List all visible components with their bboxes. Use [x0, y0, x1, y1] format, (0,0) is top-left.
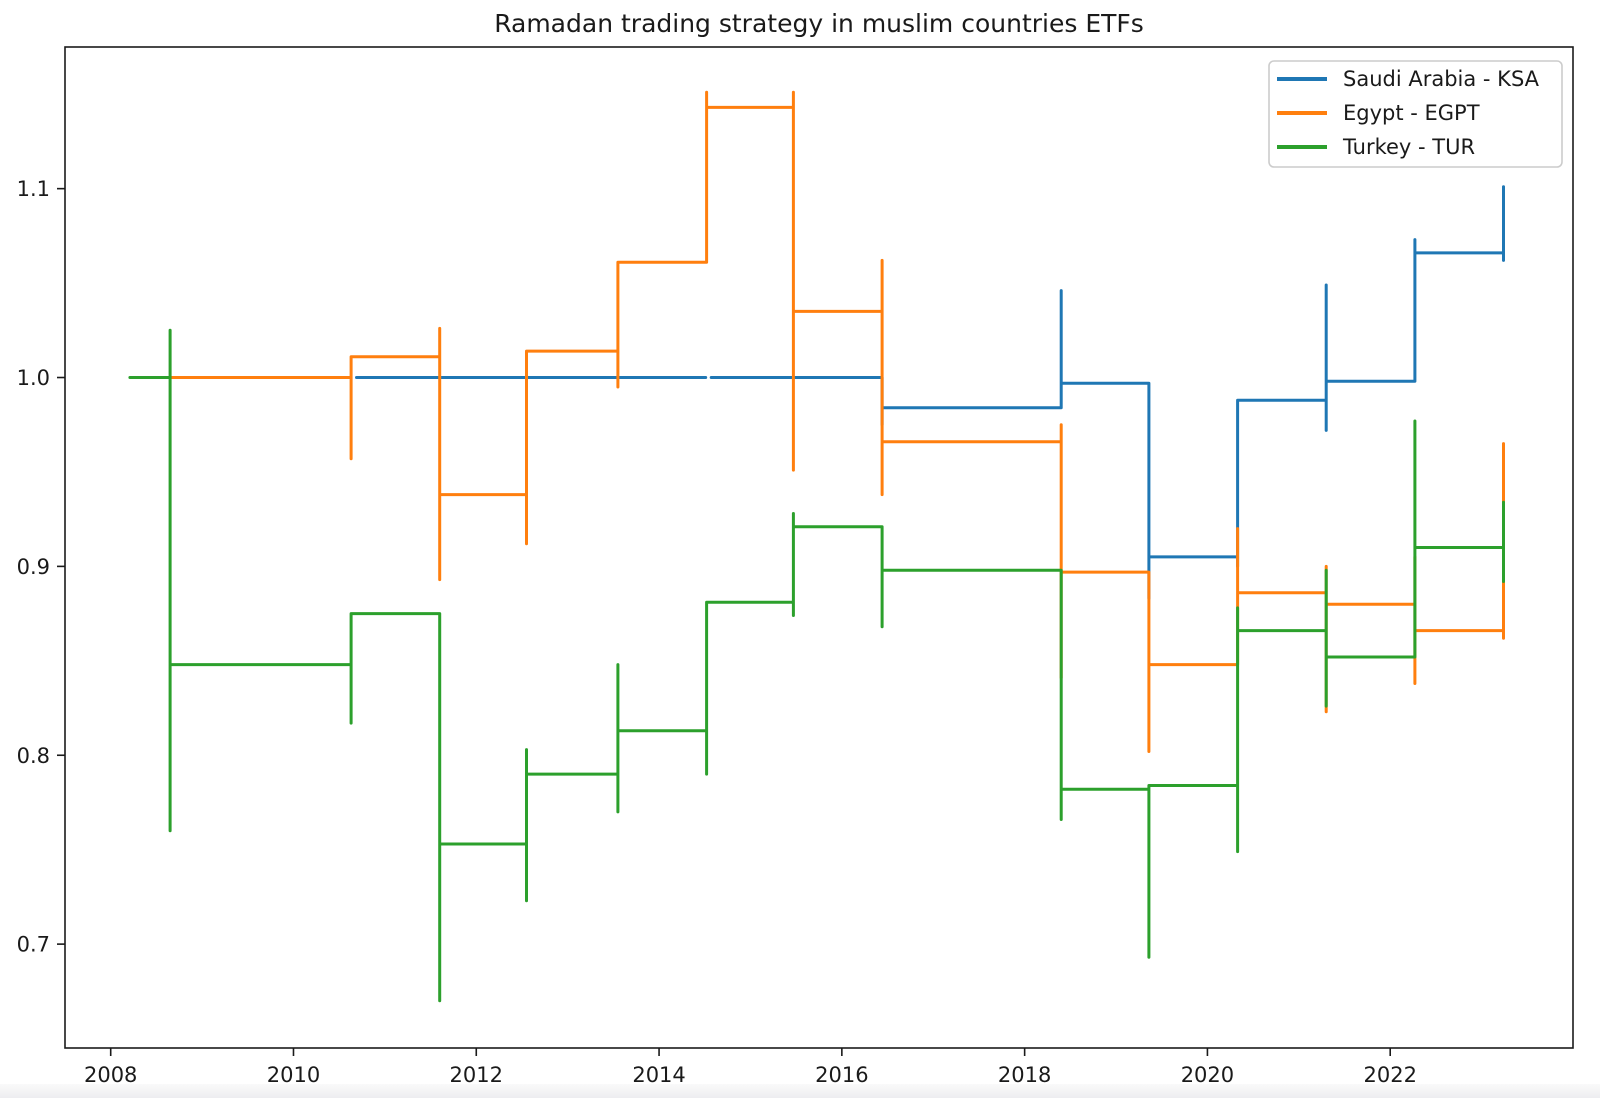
legend-label: Saudi Arabia - KSA [1343, 67, 1540, 91]
legend-label: Egypt - EGPT [1343, 101, 1480, 125]
legend-item-saudi-arabia: Saudi Arabia - KSA [1277, 67, 1540, 91]
series-group [128, 90, 1505, 1003]
x-tick-label: 2020 [1181, 1063, 1234, 1087]
legend-box [1268, 60, 1563, 168]
y-tick-label: 1.1 [17, 177, 50, 201]
legend-item-turkey: Turkey - TUR [1277, 135, 1475, 159]
axes-group: 2008 2010 2012 2014 2016 2018 2020 2022 0.7 0.8 0.… [17, 46, 1574, 1087]
x-tick-label: 2018 [998, 1063, 1051, 1087]
legend-label: Turkey - TUR [1342, 135, 1475, 159]
y-tick-label: 0.8 [17, 744, 50, 768]
x-tick-label: 2014 [632, 1063, 685, 1087]
x-tick-label: 2012 [450, 1063, 503, 1087]
chart-title: Ramadan trading strategy in muslim count… [494, 9, 1144, 38]
plot-border [64, 46, 1574, 1049]
y-tick-label: 0.7 [17, 933, 50, 957]
y-tick-label: 0.9 [17, 555, 50, 579]
legend-item-egypt: Egypt - EGPT [1277, 101, 1480, 125]
screenshot-edge-strip [0, 1084, 1600, 1098]
x-tick-label: 2022 [1363, 1063, 1416, 1087]
legend: Saudi Arabia - KSA Egypt - EGPT Turkey -… [1268, 60, 1563, 168]
x-tick-label: 2008 [84, 1063, 137, 1087]
series-line-turkey-tur [128, 328, 1505, 1003]
x-tick-label: 2016 [815, 1063, 868, 1087]
y-tick-label: 1.0 [17, 366, 50, 390]
x-tick-label: 2010 [267, 1063, 320, 1087]
